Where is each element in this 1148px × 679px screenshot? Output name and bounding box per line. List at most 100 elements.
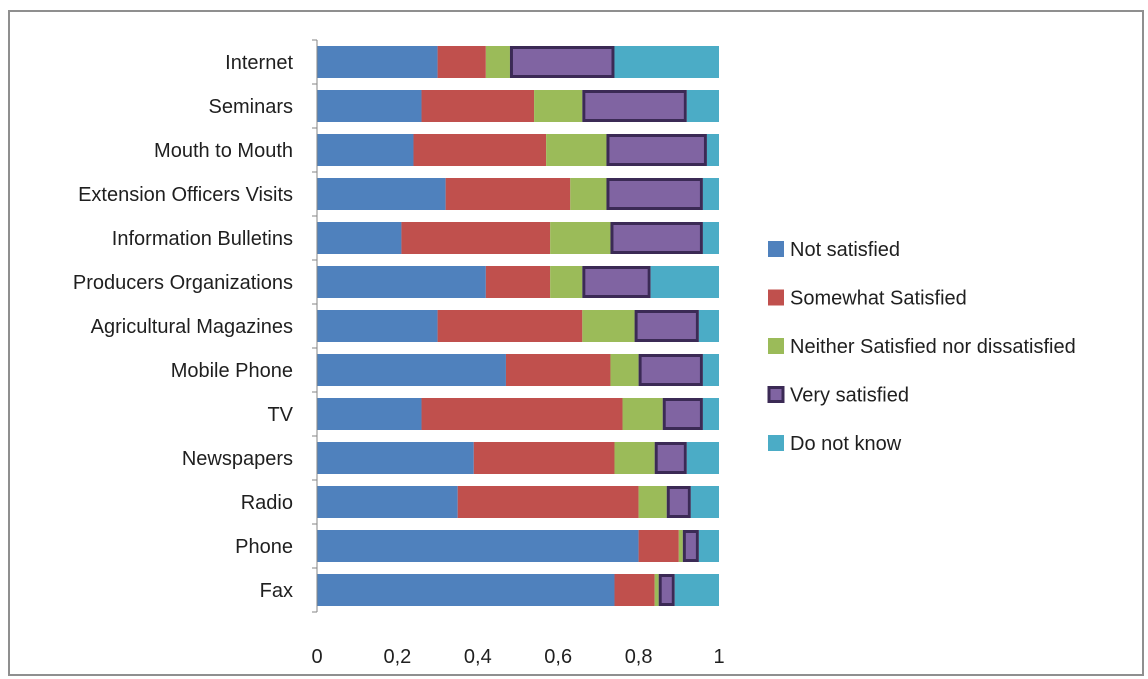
bar-very-satisfied-newspapers [654, 442, 687, 474]
bar-not-satisfied-phone [317, 530, 639, 562]
bar-not-satisfied-fax [317, 574, 615, 606]
bar-neither-satisfied-nor-dissatisfied-radio [638, 486, 667, 518]
category-label-agricultural-magazines: Agricultural Magazines [91, 316, 293, 338]
bar-very-satisfied-radio [666, 486, 691, 518]
legend-swatch-somewhat-satisfied [768, 289, 784, 306]
bar-very-satisfied-fax [658, 574, 675, 606]
legend-label-neither-satisfied-nor-dissatisfied: Neither Satisfied nor dissatisfied [790, 336, 1076, 358]
category-label-mouth-to-mouth: Mouth to Mouth [154, 140, 293, 162]
category-label-phone: Phone [235, 536, 293, 558]
bar-very-satisfied-tv [662, 398, 703, 430]
bar-do-not-know-newspapers [686, 442, 719, 474]
category-label-mobile-phone: Mobile Phone [171, 360, 293, 382]
bar-do-not-know-phone [698, 530, 719, 562]
bar-neither-satisfied-nor-dissatisfied-mouth-to-mouth [546, 134, 607, 166]
bar-somewhat-satisfied-agricultural-magazines [437, 310, 583, 342]
bar-somewhat-satisfied-fax [614, 574, 655, 606]
bar-very-satisfied-producers-organizations [582, 266, 651, 298]
legend-swatch-not-satisfied [768, 241, 784, 257]
category-label-radio: Radio [241, 492, 293, 514]
bar-neither-satisfied-nor-dissatisfied-seminars [534, 90, 583, 122]
bar-neither-satisfied-nor-dissatisfied-fax [654, 574, 659, 606]
x-axis-tick-labels: 0 0,2 0,4 0,6 0,8 1 [311, 646, 724, 668]
bar-very-satisfied-seminars [582, 90, 687, 122]
x-tick-label: 0,6 [544, 646, 572, 668]
bar-somewhat-satisfied-radio [457, 486, 639, 518]
bar-not-satisfied-information-bulletins [317, 222, 402, 254]
legend-label-very-satisfied: Very satisfied [790, 385, 909, 407]
x-tick-label: 0,2 [383, 646, 411, 668]
category-label-fax: Fax [260, 580, 293, 602]
bar-neither-satisfied-nor-dissatisfied-phone [678, 530, 683, 562]
bar-not-satisfied-mobile-phone [317, 354, 506, 386]
bar-not-satisfied-producers-organizations [317, 266, 486, 298]
bar-very-satisfied-mouth-to-mouth [606, 134, 707, 166]
bar-do-not-know-mobile-phone [702, 354, 719, 386]
bar-somewhat-satisfied-extension-officers-visits [445, 178, 571, 210]
bar-not-satisfied-tv [317, 398, 422, 430]
bar-do-not-know-extension-officers-visits [702, 178, 719, 210]
bar-not-satisfied-seminars [317, 90, 422, 122]
legend-swatch-do-not-know [768, 435, 784, 451]
bar-somewhat-satisfied-phone [638, 530, 679, 562]
bar-very-satisfied-agricultural-magazines [634, 310, 699, 342]
bar-do-not-know-radio [690, 486, 719, 518]
bar-neither-satisfied-nor-dissatisfied-producers-organizations [550, 266, 583, 298]
legend: Not satisfied Somewhat Satisfied Neither S… [767, 239, 1076, 455]
bar-do-not-know-producers-organizations [650, 266, 719, 298]
legend-swatch-very-satisfied [767, 386, 785, 403]
bar-neither-satisfied-nor-dissatisfied-tv [622, 398, 663, 430]
category-label-seminars: Seminars [209, 96, 293, 118]
bar-very-satisfied-phone [682, 530, 699, 562]
bar-neither-satisfied-nor-dissatisfied-extension-officers-visits [570, 178, 607, 210]
category-label-tv: TV [267, 404, 293, 426]
bar-do-not-know-mouth-to-mouth [706, 134, 719, 166]
category-label-internet: Internet [225, 52, 293, 74]
category-label-extension-officers-visits: Extension Officers Visits [78, 184, 293, 206]
bar-do-not-know-tv [702, 398, 719, 430]
bar-somewhat-satisfied-mouth-to-mouth [413, 134, 547, 166]
bar-neither-satisfied-nor-dissatisfied-internet [485, 46, 510, 78]
legend-swatch-neither-satisfied-nor-dissatisfied [768, 338, 784, 354]
bar-not-satisfied-newspapers [317, 442, 474, 474]
x-tick-label: 0,8 [625, 646, 653, 668]
bar-do-not-know-agricultural-magazines [698, 310, 719, 342]
category-labels: Internet Seminars Mouth to Mouth Extension … [73, 52, 294, 602]
bar-do-not-know-seminars [686, 90, 719, 122]
bar-somewhat-satisfied-tv [421, 398, 623, 430]
legend-label-do-not-know: Do not know [790, 433, 902, 455]
bar-do-not-know-internet [614, 46, 719, 78]
bar-somewhat-satisfied-producers-organizations [485, 266, 551, 298]
bar-not-satisfied-radio [317, 486, 458, 518]
bar-somewhat-satisfied-mobile-phone [505, 354, 611, 386]
bars-layer [317, 46, 719, 606]
bar-very-satisfied-mobile-phone [638, 354, 703, 386]
bar-somewhat-satisfied-information-bulletins [401, 222, 551, 254]
x-tick-label: 1 [713, 646, 724, 668]
bar-not-satisfied-mouth-to-mouth [317, 134, 414, 166]
category-label-newspapers: Newspapers [182, 448, 293, 470]
bar-not-satisfied-agricultural-magazines [317, 310, 438, 342]
bar-neither-satisfied-nor-dissatisfied-agricultural-magazines [582, 310, 635, 342]
bar-somewhat-satisfied-internet [437, 46, 486, 78]
bar-somewhat-satisfied-newspapers [473, 442, 615, 474]
bar-somewhat-satisfied-seminars [421, 90, 535, 122]
bar-neither-satisfied-nor-dissatisfied-information-bulletins [550, 222, 611, 254]
bar-do-not-know-information-bulletins [702, 222, 719, 254]
category-label-producers-organizations: Producers Organizations [73, 272, 293, 294]
x-tick-label: 0,4 [464, 646, 492, 668]
legend-label-not-satisfied: Not satisfied [790, 239, 900, 261]
legend-label-somewhat-satisfied: Somewhat Satisfied [790, 288, 967, 310]
category-label-information-bulletins: Information Bulletins [112, 228, 293, 250]
bar-neither-satisfied-nor-dissatisfied-newspapers [614, 442, 655, 474]
bar-very-satisfied-information-bulletins [610, 222, 703, 254]
x-tick-label: 0 [311, 646, 322, 668]
bar-very-satisfied-extension-officers-visits [606, 178, 703, 210]
bar-not-satisfied-extension-officers-visits [317, 178, 446, 210]
bar-do-not-know-fax [674, 574, 719, 606]
bar-not-satisfied-internet [317, 46, 438, 78]
axis-layer [312, 39, 318, 613]
bar-neither-satisfied-nor-dissatisfied-mobile-phone [610, 354, 639, 386]
bar-very-satisfied-internet [509, 46, 615, 78]
